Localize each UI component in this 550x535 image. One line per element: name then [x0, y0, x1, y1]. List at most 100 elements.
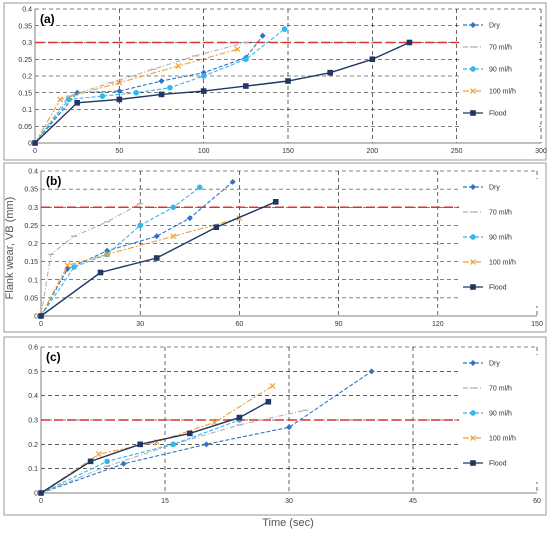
- data-point-ml100: [57, 96, 64, 103]
- data-point-dry: [368, 368, 375, 375]
- data-point-flood: [158, 91, 165, 98]
- panel-2: 0 0.05 0.1 0.15 0.2 0.25 0.3 0.35 0.4 0 30 60 90 120 1…: [3, 162, 547, 333]
- y-tick-label: 0.2: [28, 241, 38, 248]
- x-tick-label: 120: [432, 321, 444, 328]
- legend-swatch-marker: [470, 410, 476, 416]
- data-point-ml90: [65, 96, 72, 103]
- y-tick-label: 0.4: [28, 393, 38, 400]
- y-tick-label: 0.35: [24, 187, 38, 194]
- data-point-flood: [265, 398, 272, 405]
- data-point-ml90: [243, 56, 249, 63]
- data-point-ml100: [234, 46, 241, 53]
- x-tick-label: 60: [533, 498, 541, 505]
- legend-swatch-marker: [470, 360, 476, 366]
- data-point-flood: [97, 269, 104, 276]
- x-tick-label: 90: [335, 321, 343, 328]
- data-point-ml100: [175, 63, 182, 69]
- series-line-flood: [40, 401, 269, 494]
- data-point-flood: [87, 458, 94, 465]
- y-tick-label: 0.05: [24, 295, 38, 302]
- data-point-ml100: [170, 233, 177, 240]
- legend-label: 100 ml/h: [489, 436, 516, 443]
- legend-label: 90 ml/h: [489, 67, 512, 74]
- y-axis-title: Flank wear, VB (mm): [4, 197, 16, 300]
- x-tick-label: 100: [198, 148, 210, 155]
- data-point-flood: [236, 414, 243, 421]
- x-tick-label: 150: [282, 148, 294, 155]
- y-tick-label: 0.25: [18, 57, 32, 64]
- data-point-flood: [137, 441, 143, 448]
- legend: Dry 70 ml/h 90 ml/h 100 ml/h Flood: [459, 355, 539, 482]
- legend-label: 90 ml/h: [489, 411, 512, 418]
- legend-swatch-marker: [470, 435, 476, 441]
- data-point-ml100: [104, 251, 111, 258]
- data-point-flood: [74, 100, 80, 106]
- series-ml90: [34, 26, 288, 144]
- legend-label: 70 ml/h: [489, 386, 512, 393]
- series-line-ml90: [34, 28, 285, 144]
- y-tick-label: 0: [34, 491, 38, 498]
- panel-frame: [3, 336, 547, 516]
- legend-swatch-marker: [470, 460, 476, 466]
- series-ml100: [40, 215, 243, 317]
- series-line-ml90: [40, 419, 240, 494]
- y-tick-label: 0.15: [18, 90, 32, 97]
- data-point-flood: [213, 224, 220, 230]
- y-tick-label: 0: [28, 141, 32, 148]
- y-tick-label: 0.25: [24, 223, 38, 230]
- data-point-flood: [38, 313, 44, 319]
- series-line-dry: [40, 181, 234, 317]
- legend-swatch-marker: [470, 66, 476, 72]
- legend-label: 100 ml/h: [489, 260, 516, 267]
- data-point-ml90: [170, 441, 177, 448]
- series-flood: [32, 39, 413, 146]
- series-line-ml90: [40, 186, 201, 317]
- data-point-flood: [272, 199, 279, 205]
- y-tick-label: 0.1: [28, 277, 38, 284]
- data-point-dry: [120, 460, 127, 467]
- data-point-ml90: [71, 264, 77, 270]
- data-point-flood: [200, 88, 207, 94]
- legend-label: Dry: [489, 185, 500, 192]
- data-point-dry: [203, 441, 210, 448]
- x-axis-title: Time (sec): [262, 517, 314, 529]
- legend-label: Flood: [489, 285, 507, 292]
- x-tick-label: 0: [39, 498, 43, 505]
- y-tick-label: 0.35: [18, 23, 32, 30]
- panel-1: 0 0.05 0.1 0.15 0.2 0.25 0.3 0.35 0.4 0 50 100 150 20…: [3, 2, 547, 161]
- data-point-dry: [286, 424, 292, 431]
- data-point-ml90: [281, 26, 288, 32]
- data-point-flood: [32, 140, 38, 146]
- data-point-ml90: [170, 204, 177, 211]
- data-point-flood: [187, 430, 193, 437]
- x-tick-label: 45: [409, 498, 417, 505]
- data-point-flood: [369, 56, 376, 63]
- data-point-flood: [153, 255, 160, 261]
- y-tick-label: 0.5: [28, 369, 38, 376]
- x-tick-label: 300: [535, 148, 547, 155]
- legend-swatch-marker: [470, 88, 476, 94]
- data-point-flood: [243, 83, 249, 89]
- x-tick-label: 60: [236, 321, 244, 328]
- legend-swatch-marker: [470, 234, 476, 240]
- x-tick-label: 0: [33, 148, 37, 155]
- x-tick-label: 250: [451, 148, 463, 155]
- data-point-flood: [327, 69, 333, 76]
- legend-label: Flood: [489, 111, 507, 118]
- legend-label: Dry: [489, 361, 500, 368]
- legend-label: 100 ml/h: [489, 89, 516, 96]
- x-tick-label: 50: [115, 148, 123, 155]
- series-flood: [38, 398, 272, 496]
- x-tick-label: 30: [285, 498, 293, 505]
- y-tick-label: 0.05: [18, 124, 32, 131]
- data-point-ml90: [137, 222, 143, 229]
- y-tick-label: 0: [34, 314, 38, 321]
- panel-label: (a): [40, 12, 55, 26]
- data-point-ml90: [196, 184, 203, 191]
- panel-frame: [3, 162, 547, 333]
- data-point-ml90: [167, 84, 173, 91]
- panel-label: (c): [46, 350, 61, 364]
- series-dry: [40, 368, 375, 494]
- legend-label: 70 ml/h: [489, 45, 512, 52]
- x-tick-label: 150: [531, 321, 543, 328]
